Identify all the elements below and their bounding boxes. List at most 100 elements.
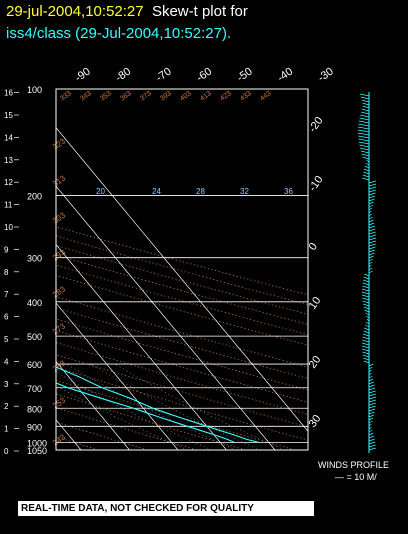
- wind-barb: [368, 252, 375, 256]
- height-km-label: 10: [4, 223, 13, 232]
- title-timestamp: 29-jul-2004,10:52:27: [6, 3, 144, 20]
- wind-barb: [368, 237, 377, 241]
- dry-adiabat: [56, 379, 296, 450]
- wind-barb: [368, 198, 375, 202]
- height-km-label: 16: [4, 89, 13, 98]
- isotherm-label-right: 10: [307, 295, 324, 312]
- series-clip-group: [56, 366, 260, 444]
- wind-barb: [362, 102, 370, 106]
- wind-barb: [360, 150, 370, 154]
- wind-barb: [361, 288, 370, 292]
- wind-barb: [368, 429, 373, 433]
- dry-adiabat-label: 353: [99, 90, 113, 102]
- height-km-label: 14: [4, 133, 13, 142]
- height-km-label: 11: [4, 201, 13, 210]
- wind-barb: [362, 348, 370, 352]
- wind-barb: [368, 384, 375, 388]
- dry-adiabat-label: 283: [51, 284, 68, 299]
- isotherm-label-top: -60: [194, 66, 214, 85]
- isotherm-label-top: -50: [235, 66, 255, 85]
- wind-barb: [368, 369, 372, 373]
- wind-barb: [363, 360, 370, 364]
- wind-barb: [368, 417, 374, 421]
- isotherm-line: [56, 185, 276, 450]
- wind-barb: [362, 339, 370, 343]
- pressure-label: 1050: [27, 446, 47, 456]
- wind-profile-caption: WINDS PROFILE: [318, 460, 390, 470]
- wind-barb: [361, 99, 370, 103]
- dry-adiabat: [56, 342, 308, 415]
- isotherm-label-right: -20: [307, 115, 326, 135]
- dry-adiabat-label: 343: [79, 90, 93, 102]
- wind-barb: [368, 402, 376, 406]
- wind-barb: [368, 426, 372, 430]
- wind-barb: [357, 132, 370, 136]
- pressure-label: 900: [27, 422, 42, 432]
- isotherm-line: [56, 244, 227, 450]
- mixing-ratio-line: [56, 385, 188, 450]
- wind-barb: [368, 222, 375, 226]
- wind-barb: [368, 363, 374, 367]
- wind-barb: [368, 447, 376, 451]
- height-km-label: 8: [4, 268, 9, 277]
- height-km-label: 5: [4, 335, 9, 344]
- pressure-label: 200: [27, 191, 42, 201]
- wind-barb: [368, 189, 376, 193]
- isotherm-label-right: 20: [307, 354, 324, 371]
- wind-barb: [368, 195, 376, 199]
- wind-barb: [366, 159, 370, 163]
- pressure-label: 800: [27, 404, 42, 414]
- wind-barb: [368, 231, 376, 235]
- wind-barb: [363, 357, 370, 361]
- wind-barb: [359, 93, 370, 97]
- wind-barb: [364, 324, 370, 328]
- dry-adiabat-label: 313: [51, 173, 68, 188]
- wind-barb: [362, 105, 370, 109]
- height-km-label: 13: [4, 156, 13, 165]
- dry-adiabat-label: 303: [51, 210, 68, 225]
- wind-barb: [363, 171, 370, 175]
- wind-barb: [368, 396, 377, 400]
- wind-barb: [364, 327, 370, 331]
- dry-adiabat-label: 423: [219, 90, 233, 102]
- wind-barb: [357, 129, 370, 133]
- title-line-2: iss4/class (29-Jul-2004,10:52:27).: [6, 25, 232, 42]
- wind-barb: [368, 270, 373, 274]
- pressure-label: 1000: [27, 439, 47, 449]
- wind-barb: [368, 243, 376, 247]
- isotherm-line: [56, 302, 179, 450]
- wind-barb: [368, 366, 373, 370]
- wind-barb: [368, 405, 376, 409]
- wind-barb: [362, 336, 370, 340]
- wind-barb: [368, 258, 373, 262]
- wind-barb: [366, 315, 370, 319]
- dewpoint-trace: [56, 382, 236, 444]
- wind-barb: [363, 306, 370, 310]
- wind-barb: [368, 228, 376, 232]
- mixing-ratio-label: 32: [240, 187, 249, 196]
- series-layer: [56, 366, 260, 444]
- wind-barb: [363, 276, 370, 280]
- dry-adiabat-label: 243: [51, 432, 68, 447]
- wind-barb: [368, 411, 375, 415]
- wind-barb: [358, 123, 370, 127]
- wind-barb: [368, 207, 373, 211]
- wind-barb: [368, 375, 373, 379]
- wind-barb: [368, 180, 376, 184]
- wind-barb: [368, 192, 376, 196]
- temperature-trace: [56, 366, 260, 444]
- wind-barb: [362, 354, 370, 358]
- dry-adiabat-label: 403: [179, 90, 193, 102]
- isotherm-label-top: -70: [154, 66, 174, 85]
- wind-barb: [361, 294, 370, 298]
- wind-barb: [368, 213, 372, 217]
- wind-barb: [362, 351, 370, 355]
- title-line-1: 29-jul-2004,10:52:27 Skew-t plot for: [6, 3, 248, 20]
- dry-adiabat: [56, 330, 308, 403]
- isotherm-line: [56, 127, 308, 432]
- wind-barb: [368, 390, 376, 394]
- wind-barb: [365, 321, 370, 325]
- wind-barb: [361, 153, 370, 157]
- isotherm-label-right: 0: [307, 241, 320, 253]
